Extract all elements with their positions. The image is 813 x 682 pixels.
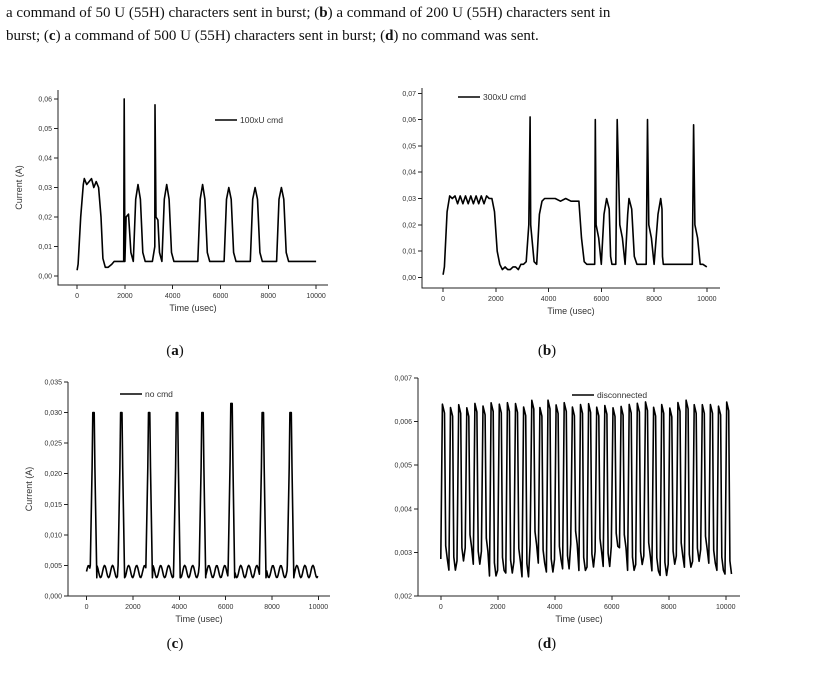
x-axis-label: Time (usec) <box>175 614 222 624</box>
legend-label: disconnected <box>597 390 647 400</box>
y-tick-label: 0,035 <box>44 380 62 387</box>
x-tick-label: 6000 <box>218 604 234 611</box>
y-tick-label: 0,03 <box>402 196 416 203</box>
series-line <box>85 402 319 579</box>
figure-caption: a command of 50 U (55H) characters sent … <box>6 2 811 48</box>
y-tick-label: 0,004 <box>394 506 412 513</box>
x-tick-label: 4000 <box>165 293 181 300</box>
y-tick-label: 0,06 <box>38 96 52 103</box>
x-tick-label: 8000 <box>260 293 276 300</box>
panel-label-b: (b) <box>537 343 557 359</box>
x-tick-label: 4000 <box>541 296 557 303</box>
y-tick-label: 0,04 <box>38 155 52 162</box>
x-tick-label: 10000 <box>309 604 329 611</box>
y-tick-label: 0,000 <box>44 594 62 601</box>
series-line <box>440 399 733 578</box>
y-tick-label: 0,005 <box>44 563 62 570</box>
panel-label-d: (d) <box>537 636 557 652</box>
x-tick-label: 0 <box>85 604 89 611</box>
y-tick-label: 0,025 <box>44 441 62 448</box>
x-axis-label: Time (usec) <box>555 614 602 624</box>
y-tick-label: 0,006 <box>394 419 412 426</box>
x-tick-label: 10000 <box>716 604 736 611</box>
y-tick-label: 0,00 <box>38 274 52 281</box>
y-tick-label: 0,03 <box>38 185 52 192</box>
legend-label: no cmd <box>145 389 173 399</box>
series-line <box>442 116 708 275</box>
y-tick-label: 0,06 <box>402 117 416 124</box>
caption-text: burst; ( <box>6 28 49 44</box>
x-tick-label: 2000 <box>117 293 133 300</box>
panel-label-a: (a) <box>166 343 184 359</box>
y-tick-label: 0,00 <box>402 275 416 282</box>
x-tick-label: 6000 <box>604 604 620 611</box>
legend-label: 100xU cmd <box>240 115 283 125</box>
y-tick-label: 0,01 <box>402 249 416 256</box>
y-tick-label: 0,01 <box>38 244 52 251</box>
panel-label-c: (c) <box>166 636 184 652</box>
series-line <box>76 98 317 271</box>
legend-label: 300xU cmd <box>483 92 526 102</box>
axis-lines <box>421 88 720 289</box>
y-tick-label: 0,005 <box>394 463 412 470</box>
caption-bold-letter: c <box>48 28 56 44</box>
caption-text: ) a command of 500 U (55H) characters se… <box>55 28 386 44</box>
caption-bold-letter: d <box>385 28 394 44</box>
y-tick-label: 0,030 <box>44 410 62 417</box>
chart-panel-d: 0,002 0,003 0,004 0,005 0,006 0,007 0 2000 4000 6… <box>394 376 740 624</box>
caption-bold-letter: b <box>319 5 328 21</box>
x-tick-label: 10000 <box>697 296 717 303</box>
x-tick-label: 2000 <box>490 604 506 611</box>
chart-panel-b: 0,00 0,01 0,02 0,03 0,04 0,05 0,06 0,07 0 2000 400… <box>402 88 720 316</box>
y-tick-label: 0,007 <box>394 376 412 383</box>
x-tick-label: 8000 <box>661 604 677 611</box>
y-axis-label: Current (A) <box>24 467 34 512</box>
caption-text: ) a command of 200 U (55H) characters se… <box>327 5 611 21</box>
x-tick-label: 0 <box>439 604 443 611</box>
x-tick-label: 2000 <box>488 296 504 303</box>
caption-text: ) no command was sent. <box>393 28 539 44</box>
panel-label-letter: c <box>171 636 179 652</box>
y-tick-label: 0,02 <box>38 215 52 222</box>
y-tick-label: 0,003 <box>394 550 412 557</box>
x-tick-label: 10000 <box>306 293 326 300</box>
panel-label-letter: a <box>171 343 179 359</box>
y-tick-label: 0,010 <box>44 532 62 539</box>
panel-label-letter: b <box>542 343 552 359</box>
y-tick-label: 0,015 <box>44 502 62 509</box>
y-tick-label: 0,020 <box>44 471 62 478</box>
x-tick-label: 0 <box>441 296 445 303</box>
chart-panel-a: 0,00 0,01 0,02 0,03 0,04 0,05 0,06 0 2000 4000 600… <box>14 90 328 313</box>
axis-lines <box>57 90 328 286</box>
panel-label-letter: d <box>542 636 552 652</box>
y-tick-label: 0,05 <box>38 126 52 133</box>
x-tick-label: 0 <box>75 293 79 300</box>
x-tick-label: 8000 <box>264 604 280 611</box>
caption-line-2: burst; (c) a command of 500 U (55H) char… <box>6 25 811 48</box>
x-tick-label: 4000 <box>172 604 188 611</box>
caption-text: a command of 50 U (55H) characters sent … <box>6 5 320 21</box>
x-axis-label: Time (usec) <box>169 303 216 313</box>
y-tick-label: 0,07 <box>402 91 416 98</box>
y-tick-label: 0,05 <box>402 143 416 150</box>
y-tick-label: 0,04 <box>402 170 416 177</box>
x-tick-label: 6000 <box>594 296 610 303</box>
x-tick-label: 8000 <box>646 296 662 303</box>
x-axis-label: Time (usec) <box>547 306 594 316</box>
x-tick-label: 6000 <box>213 293 229 300</box>
chart-panel-c: 0,000 0,005 0,010 0,015 0,020 0,025 0,030 0,035… <box>24 380 330 624</box>
y-tick-label: 0,02 <box>402 222 416 229</box>
y-tick-label: 0,002 <box>394 594 412 601</box>
y-axis-label: Current (A) <box>14 165 24 210</box>
x-tick-label: 4000 <box>547 604 563 611</box>
x-tick-label: 2000 <box>125 604 141 611</box>
caption-line-1: a command of 50 U (55H) characters sent … <box>6 2 811 25</box>
